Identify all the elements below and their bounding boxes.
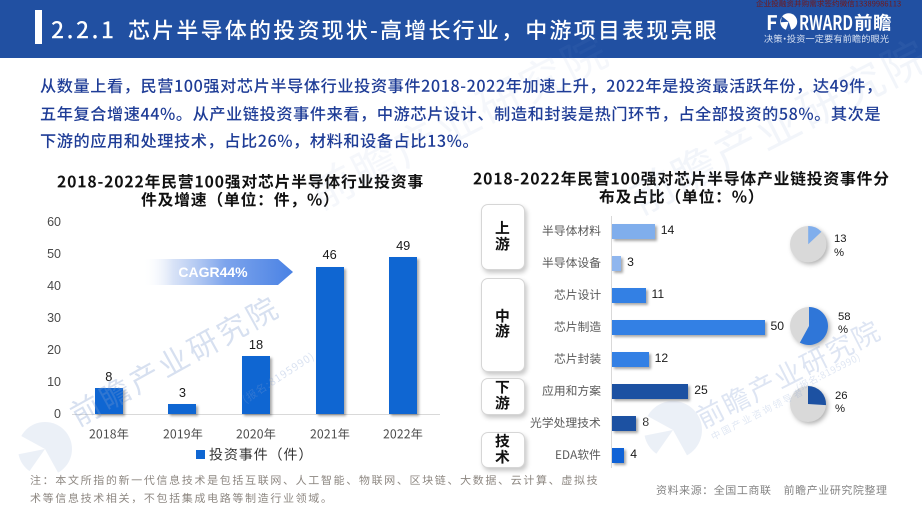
svg-text:CAGR44%: CAGR44% [178,264,248,280]
